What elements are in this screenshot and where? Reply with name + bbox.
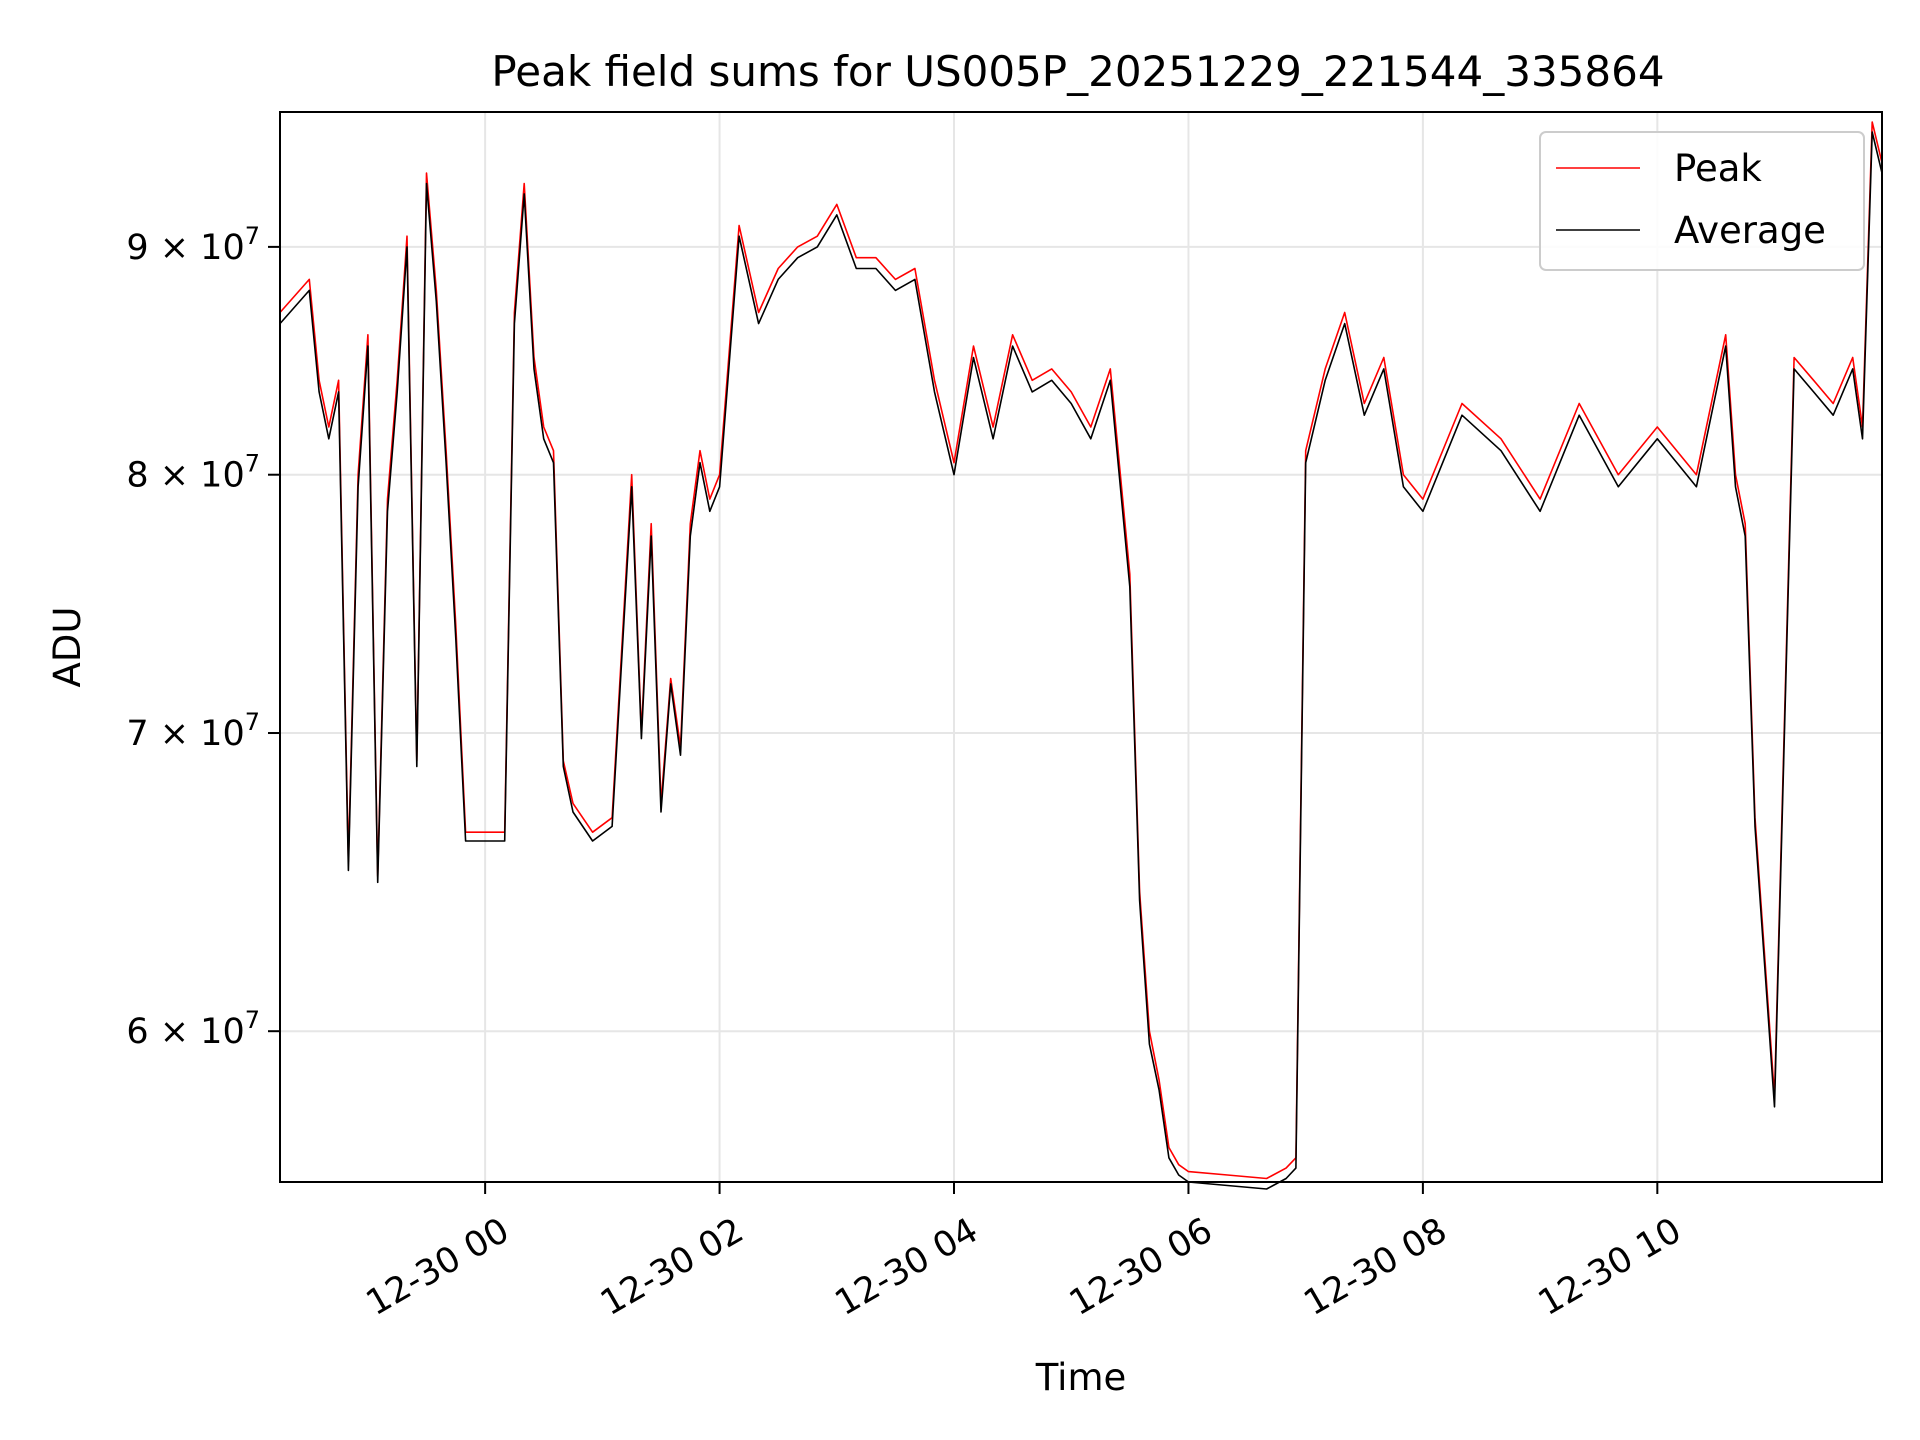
x-axis-label: Time (1035, 1356, 1127, 1399)
y-axis: 6 × 107 7 × 107 8 × 107 9 × 107 (126, 222, 280, 1052)
series-line-average (279, 131, 1883, 1190)
plot-area-frame (279, 111, 1883, 1183)
y-axis-label: ADU (46, 607, 89, 688)
y-tick-label: 8 × 107 (126, 450, 260, 496)
y-tick-label: 9 × 107 (126, 222, 260, 268)
y-tick-label: 7 × 107 (126, 708, 260, 754)
y-tick-label: 6 × 107 (126, 1006, 260, 1052)
legend-label-average: Average (1674, 209, 1826, 252)
chart-title: Peak field sums for US005P_20251229_2215… (491, 47, 1664, 96)
legend: Peak Average (1539, 131, 1865, 271)
series-layer (279, 121, 1883, 1190)
legend-box (1539, 131, 1865, 271)
legend-label-peak: Peak (1674, 147, 1762, 190)
